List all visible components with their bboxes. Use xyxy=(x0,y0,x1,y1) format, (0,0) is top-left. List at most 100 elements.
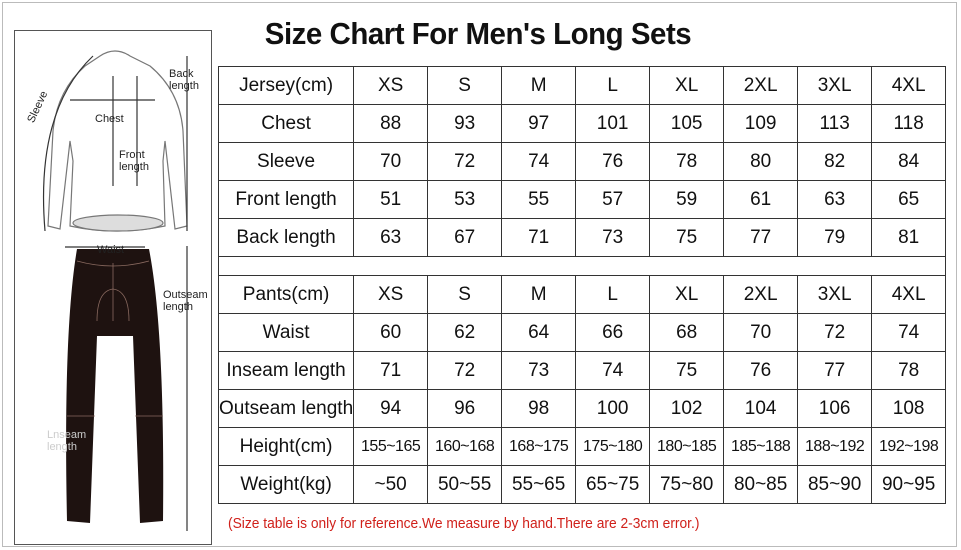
table-cell: 77 xyxy=(797,351,873,390)
header-cell: 2XL xyxy=(723,275,799,314)
table-cell: 57 xyxy=(575,180,651,219)
table-cell: 74 xyxy=(575,351,651,390)
table-cell: 65~75 xyxy=(575,465,651,504)
table-cell: 72 xyxy=(427,142,503,181)
front-length-label: Front length xyxy=(119,149,149,173)
table-cell: 81 xyxy=(871,218,947,257)
back-length-label: Back length xyxy=(169,68,199,92)
table-cell: 63 xyxy=(353,218,429,257)
table-cell: 105 xyxy=(649,104,725,143)
table-cell: 98 xyxy=(501,389,577,428)
table-cell: 85~90 xyxy=(797,465,873,504)
table-cell: 68 xyxy=(649,313,725,352)
table-cell: 160~168 xyxy=(427,427,503,466)
table-cell: 76 xyxy=(575,142,651,181)
table-cell: 70 xyxy=(723,313,799,352)
row-label: Weight(kg) xyxy=(217,465,355,504)
table-cell: 59 xyxy=(649,180,725,219)
table-cell: 75 xyxy=(649,218,725,257)
table-cell: 78 xyxy=(871,351,947,390)
table-cell: 84 xyxy=(871,142,947,181)
table-row: Chest 88 93 97 101 105 109 113 118 xyxy=(217,104,947,143)
header-cell: 4XL xyxy=(871,275,947,314)
row-label: Front length xyxy=(217,180,355,219)
table-cell: 102 xyxy=(649,389,725,428)
table-cell: 76 xyxy=(723,351,799,390)
outseam-length-label: Outseam length xyxy=(163,289,208,313)
jersey-size-table: Jersey(cm) XS S M L XL 2XL 3XL 4XL Chest… xyxy=(217,66,947,504)
table-cell: 168~175 xyxy=(501,427,577,466)
table-cell: 188~192 xyxy=(797,427,873,466)
table-cell: 180~185 xyxy=(649,427,725,466)
table-cell: 61 xyxy=(723,180,799,219)
table-spacer-row xyxy=(217,256,947,276)
table-cell: 96 xyxy=(427,389,503,428)
disclaimer-note: (Size table is only for reference.We mea… xyxy=(228,515,700,532)
jersey-illustration xyxy=(47,50,188,232)
table-cell: 73 xyxy=(501,351,577,390)
table-cell: 67 xyxy=(427,218,503,257)
row-label: Inseam length xyxy=(217,351,355,390)
header-cell: XL xyxy=(649,66,725,105)
row-label: Back length xyxy=(217,218,355,257)
table-cell: 55 xyxy=(501,180,577,219)
garment-diagram: Sleeve Back length Chest Front length Wa… xyxy=(14,30,212,545)
header-cell: XS xyxy=(353,66,429,105)
header-cell: XS xyxy=(353,275,429,314)
table-cell: 60 xyxy=(353,313,429,352)
table-cell: 72 xyxy=(797,313,873,352)
table-cell: 93 xyxy=(427,104,503,143)
row-label: Outseam length xyxy=(217,389,355,428)
table-cell: 75~80 xyxy=(649,465,725,504)
table-cell: 94 xyxy=(353,389,429,428)
table-cell: 106 xyxy=(797,389,873,428)
table-header-row: Pants(cm) XS S M L XL 2XL 3XL 4XL xyxy=(217,275,947,314)
page-title: Size Chart For Men's Long Sets xyxy=(264,16,692,51)
header-cell: Pants(cm) xyxy=(217,275,355,314)
table-row: Sleeve 70 72 74 76 78 80 82 84 xyxy=(217,142,947,181)
table-cell: 73 xyxy=(575,218,651,257)
table-cell: 66 xyxy=(575,313,651,352)
measure-lines xyxy=(42,55,188,531)
table-cell: 79 xyxy=(797,218,873,257)
header-cell: 4XL xyxy=(871,66,947,105)
header-cell: XL xyxy=(649,275,725,314)
header-cell: S xyxy=(427,66,503,105)
header-cell: 3XL xyxy=(797,275,873,314)
header-cell: L xyxy=(575,275,651,314)
table-cell: 71 xyxy=(353,351,429,390)
table-row: Height(cm) 155~165 160~168 168~175 175~180 18… xyxy=(217,427,947,466)
table-cell: 53 xyxy=(427,180,503,219)
table-cell: 51 xyxy=(353,180,429,219)
table-cell: 77 xyxy=(723,218,799,257)
table-cell: 90~95 xyxy=(871,465,947,504)
garment-illustration xyxy=(42,50,188,531)
table-row: Inseam length 71 72 73 74 75 76 77 78 xyxy=(217,351,947,390)
table-cell: 64 xyxy=(501,313,577,352)
row-label: Chest xyxy=(217,104,355,143)
table-cell: 63 xyxy=(797,180,873,219)
table-cell: 113 xyxy=(797,104,873,143)
header-cell: Jersey(cm) xyxy=(217,66,355,105)
table-cell: 100 xyxy=(575,389,651,428)
table-cell: 101 xyxy=(575,104,651,143)
table-cell: ~50 xyxy=(353,465,429,504)
table-cell: 108 xyxy=(871,389,947,428)
table-row: Outseam length 94 96 98 100 102 104 106 108 xyxy=(217,389,947,428)
table-cell: 72 xyxy=(427,351,503,390)
inseam-length-label: Lnseam length xyxy=(47,429,87,453)
header-cell: M xyxy=(501,66,577,105)
chest-label: Chest xyxy=(95,113,124,125)
waist-label: Waist xyxy=(97,244,125,256)
table-cell: 118 xyxy=(871,104,947,143)
table-cell: 185~188 xyxy=(723,427,799,466)
table-cell: 80 xyxy=(723,142,799,181)
table-cell: 88 xyxy=(353,104,429,143)
table-cell: 65 xyxy=(871,180,947,219)
table-cell: 71 xyxy=(501,218,577,257)
row-label: Sleeve xyxy=(217,142,355,181)
table-row: Weight(kg) ~50 50~55 55~65 65~75 75~80 80~85 85… xyxy=(217,465,947,504)
pants-illustration xyxy=(66,249,164,523)
table-cell: 192~198 xyxy=(871,427,947,466)
